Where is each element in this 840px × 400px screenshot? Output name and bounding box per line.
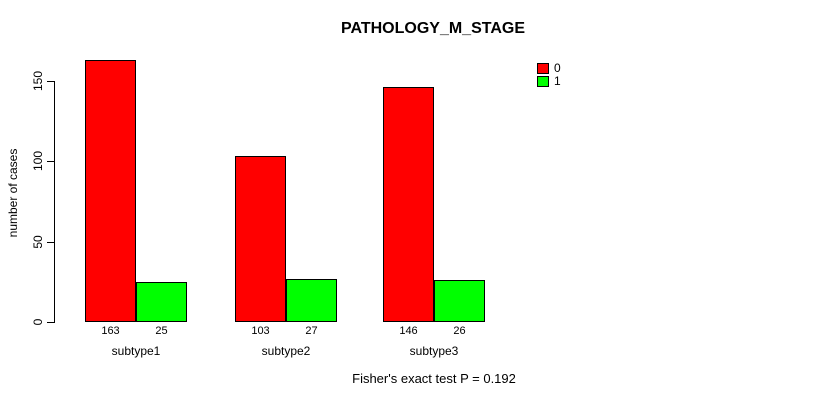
legend-swatch-green — [537, 75, 549, 87]
bar-1-subtype3 — [434, 280, 485, 322]
category-label-subtype2: subtype2 — [261, 344, 311, 358]
y-tick-mark — [47, 80, 54, 82]
legend-label-0: 0 — [554, 61, 561, 75]
category-label-subtype1: subtype1 — [111, 344, 161, 358]
bar-count-0-subtype3: 146 — [399, 325, 418, 337]
bar-0-subtype1 — [85, 60, 136, 322]
y-tick-label: 150 — [31, 70, 45, 91]
y-tick-mark — [47, 161, 54, 163]
category-label-subtype3: subtype3 — [409, 344, 459, 358]
bar-count-1-subtype1: 25 — [155, 325, 168, 337]
y-tick-label: 100 — [31, 151, 45, 172]
bar-count-0-subtype1: 163 — [101, 325, 120, 337]
y-axis-label: number of cases — [6, 148, 20, 238]
legend-label-1: 1 — [554, 74, 561, 88]
legend: 0 1 — [537, 62, 561, 88]
bar-1-subtype2 — [286, 278, 337, 322]
bar-0-subtype2 — [235, 156, 286, 322]
legend-swatch-red — [537, 62, 549, 74]
y-axis-line — [54, 80, 55, 323]
bar-count-0-subtype2: 103 — [251, 325, 270, 337]
chart-title: PATHOLOGY_M_STAGE — [340, 20, 526, 37]
bar-1-subtype1 — [136, 281, 187, 322]
legend-item-1: 1 — [537, 75, 561, 87]
y-tick-mark — [47, 322, 54, 323]
y-tick-mark — [47, 241, 54, 243]
bar-count-1-subtype2: 27 — [305, 325, 318, 337]
legend-item-0: 0 — [537, 62, 561, 74]
y-tick-label: 50 — [31, 234, 45, 249]
y-tick-label: 0 — [31, 318, 45, 326]
bar-count-1-subtype3: 26 — [453, 325, 466, 337]
stat-test-caption: Fisher's exact test P = 0.192 — [352, 371, 516, 386]
bar-0-subtype3 — [383, 87, 434, 322]
